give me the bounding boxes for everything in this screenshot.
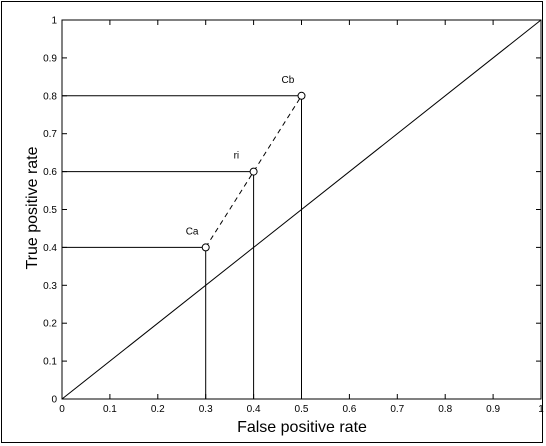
y-tick-label: 0.6 (43, 167, 57, 178)
x-tick-label: 0.6 (342, 404, 356, 415)
x-tick-label: 0.7 (390, 404, 404, 415)
plot-lines (61, 19, 542, 400)
x-tick-label: 1 (538, 404, 544, 415)
y-tick-label: 0 (51, 395, 57, 406)
point-label-ri: ri (234, 151, 240, 162)
point-marker-ca (201, 243, 210, 252)
x-tick-label: 0 (59, 404, 65, 415)
dashed-interpolation-line (205, 95, 302, 248)
y-tick-label: 0.1 (43, 357, 57, 368)
point-label-ca: Ca (186, 226, 199, 237)
x-tick-label: 0.9 (486, 404, 500, 415)
x-tick-label: 0.1 (103, 404, 117, 415)
point-marker-ri (249, 167, 258, 176)
x-tick-label: 0.8 (438, 404, 452, 415)
y-tick-label: 0.9 (43, 53, 57, 64)
y-tick-label: 0.4 (43, 243, 57, 254)
x-tick-label: 0.4 (247, 404, 261, 415)
y-tick-label: 0.3 (43, 281, 57, 292)
x-tick-label: 0.2 (151, 404, 165, 415)
y-tick-label: 0.5 (43, 205, 57, 216)
point-marker-cb (297, 91, 306, 100)
points: Ca ri Cb (186, 75, 306, 252)
y-tick-label: 1 (51, 16, 57, 27)
x-axis-label: False positive rate (237, 419, 367, 436)
x-tick-label: 0.3 (199, 404, 213, 415)
y-tick-label: 0.2 (43, 319, 57, 330)
x-tick-label: 0.5 (295, 404, 309, 415)
y-tick-label: 0.8 (43, 91, 57, 102)
y-tick-label: 0.7 (43, 129, 57, 140)
y-axis-label: True positive rate (24, 146, 41, 269)
point-label-cb: Cb (282, 75, 295, 86)
